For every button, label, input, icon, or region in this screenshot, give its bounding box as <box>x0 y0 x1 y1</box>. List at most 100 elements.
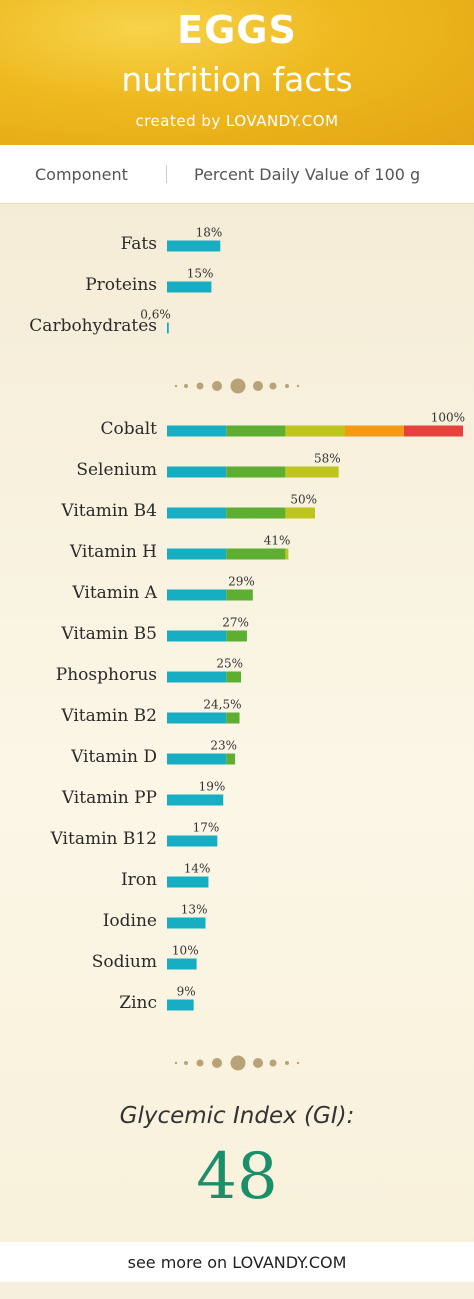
value-label-vitamin-pp: 19% <box>199 780 226 794</box>
bar-vitamin-b5-segment-2 <box>226 630 247 642</box>
divider-bottom-dot <box>296 1061 300 1065</box>
bar-fats <box>167 240 221 252</box>
divider-top-dot <box>174 384 178 388</box>
value-label-vitamin-b5: 27% <box>222 616 249 630</box>
bar-proteins <box>167 281 212 293</box>
bar-vitamin-a-segment-2 <box>226 589 253 601</box>
bar-selenium-segment-1 <box>167 466 227 478</box>
divider-bottom-dot <box>196 1059 204 1067</box>
bar-cobalt-segment-3 <box>285 425 345 437</box>
divider-bottom-dot <box>184 1061 188 1065</box>
bar-carbohydrates <box>167 322 169 334</box>
category-label-iron: Iron <box>121 870 157 890</box>
bar-phosphorus-segment-1 <box>167 671 227 683</box>
value-label-phosphorus: 25% <box>216 657 243 671</box>
category-label-vitamin-d: Vitamin D <box>70 747 157 767</box>
bar-vitamin-h-segment-3 <box>285 548 289 560</box>
bottom-strip <box>0 1282 474 1299</box>
divider-bottom-dot <box>269 1059 277 1067</box>
glycemic-index-label: Glycemic Index (GI): <box>119 1103 355 1129</box>
bar-vitamin-a-segment-1 <box>167 589 227 601</box>
divider-bottom-dot <box>230 1055 246 1071</box>
bar-vitamin-b5-segment-1 <box>167 630 227 642</box>
value-label-vitamin-b4: 50% <box>290 493 317 507</box>
category-label-proteins: Proteins <box>85 275 157 295</box>
column-percent: Percent Daily Value of 100 g <box>194 165 421 184</box>
bar-sodium-segment-1 <box>167 958 197 970</box>
column-divider <box>166 165 167 183</box>
category-label-phosphorus: Phosphorus <box>56 665 157 685</box>
value-label-selenium: 58% <box>314 452 341 466</box>
divider-top-dot <box>230 378 246 394</box>
bar-iodine-segment-1 <box>167 917 206 929</box>
divider-top-dot <box>212 381 222 391</box>
divider-top-dot <box>184 384 188 388</box>
value-label-iron: 14% <box>184 862 211 876</box>
category-label-selenium: Selenium <box>76 460 157 480</box>
column-header: Component Percent Daily Value of 100 g <box>0 145 474 204</box>
footer-bar: see more on LOVANDY.COM <box>0 1242 474 1282</box>
category-label-cobalt: Cobalt <box>100 419 157 439</box>
category-label-vitamin-b4: Vitamin B4 <box>60 501 157 521</box>
page-title: EGGS <box>177 8 297 52</box>
value-label-vitamin-d: 23% <box>210 739 237 753</box>
value-label-vitamin-a: 29% <box>228 575 255 589</box>
bar-vitamin-b2-segment-2 <box>226 712 240 724</box>
value-label-vitamin-b2: 24,5% <box>203 698 241 712</box>
value-label-proteins: 15% <box>187 267 214 281</box>
header-banner: EGGS nutrition facts created by LOVANDY.… <box>0 0 474 145</box>
column-component: Component <box>35 165 128 184</box>
category-label-vitamin-pp: Vitamin PP <box>61 788 157 808</box>
bar-vitamin-b4-segment-2 <box>226 507 286 519</box>
bar-selenium-segment-3 <box>285 466 339 478</box>
category-label-iodine: Iodine <box>103 911 157 931</box>
divider-bottom-dot <box>212 1058 222 1068</box>
value-label-carbohydrates: 0,6% <box>140 308 171 322</box>
divider-top-dot <box>285 384 289 388</box>
bar-cobalt-segment-2 <box>226 425 286 437</box>
value-label-vitamin-h: 41% <box>264 534 291 548</box>
value-label-fats: 18% <box>196 226 223 240</box>
glycemic-index-value: 48 <box>196 1140 278 1214</box>
divider-top-dot <box>196 382 204 390</box>
bar-vitamin-h-segment-2 <box>226 548 286 560</box>
category-label-vitamin-h: Vitamin H <box>69 542 157 562</box>
value-label-zinc: 9% <box>177 985 196 999</box>
category-label-vitamin-b12: Vitamin B12 <box>50 829 157 849</box>
bar-zinc-segment-1 <box>167 999 194 1011</box>
bar-cobalt-segment-4 <box>344 425 404 437</box>
bar-iron-segment-1 <box>167 876 209 888</box>
category-label-vitamin-b5: Vitamin B5 <box>60 624 157 644</box>
bar-phosphorus-segment-2 <box>226 671 241 683</box>
bar-vitamin-b12-segment-1 <box>167 835 218 847</box>
category-label-vitamin-b2: Vitamin B2 <box>60 706 157 726</box>
category-label-zinc: Zinc <box>119 993 157 1013</box>
category-label-carbohydrates: Carbohydrates <box>29 316 157 336</box>
bar-vitamin-b2-segment-1 <box>167 712 227 724</box>
value-label-cobalt: 100% <box>431 411 465 425</box>
value-label-vitamin-b12: 17% <box>193 821 220 835</box>
category-label-vitamin-a: Vitamin A <box>71 583 157 603</box>
page-subtitle: nutrition facts <box>121 60 353 99</box>
divider-bottom-dot <box>174 1061 178 1065</box>
category-label-fats: Fats <box>121 234 157 254</box>
divider-bottom-dot <box>253 1058 263 1068</box>
value-label-iodine: 13% <box>181 903 208 917</box>
bar-vitamin-pp-segment-1 <box>167 794 224 806</box>
bar-cobalt-segment-1 <box>167 425 227 437</box>
divider-top-dot <box>296 384 300 388</box>
value-label-sodium: 10% <box>172 944 199 958</box>
bar-vitamin-d-segment-1 <box>167 753 227 765</box>
credit-text: created by LOVANDY.COM <box>135 112 339 130</box>
divider-top-dot <box>269 382 277 390</box>
bar-vitamin-b4-segment-3 <box>285 507 315 519</box>
bar-cobalt-segment-5 <box>403 425 463 437</box>
bar-vitamin-d-segment-2 <box>226 753 236 765</box>
bar-selenium-segment-2 <box>226 466 286 478</box>
bar-vitamin-h-segment-1 <box>167 548 227 560</box>
footer-link[interactable]: see more on LOVANDY.COM <box>127 1253 347 1272</box>
divider-top-dot <box>253 381 263 391</box>
bar-vitamin-b4-segment-1 <box>167 507 227 519</box>
